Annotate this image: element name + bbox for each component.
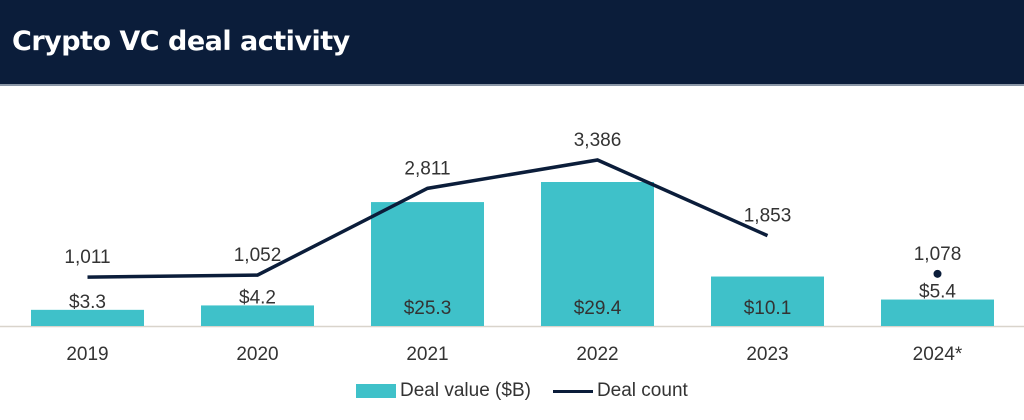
bar-value-label: $5.4 [919,282,956,303]
deal-count-point-2024 [933,269,942,278]
deal-count-label: 1,853 [744,206,792,227]
x-tick-label: 2021 [406,344,448,365]
bar-value-label: $10.1 [744,298,792,319]
bar-value-label: $3.3 [69,292,106,313]
deal-count-line [87,158,769,279]
legend-swatch-deal-count [552,389,593,393]
deal-count-label: 1,078 [914,244,962,265]
deal-count-label: 1,011 [64,247,110,268]
x-tick-label: 2020 [236,344,278,365]
legend-swatch-deal-value [356,384,396,398]
bar-2019 [31,309,144,326]
deal-count-label: 2,811 [404,158,450,179]
x-tick-label: 2022 [576,344,618,365]
bar-value-label: $25.3 [404,298,452,319]
bar-2023 [711,276,824,326]
legend-label-deal-count: Deal count [596,380,688,401]
bar-2022 [541,182,654,326]
bar-2024 [881,299,994,326]
bar-2021 [371,202,484,326]
chart-title: Crypto VC deal activity [12,26,350,57]
x-tick-label: 2024* [913,344,963,365]
legend: Deal value ($B) Deal count [356,380,688,402]
bar-2020 [201,305,314,326]
deal-count-label: 3,386 [574,130,622,151]
bar-value-label: $29.4 [574,298,622,319]
x-tick-label: 2019 [66,344,108,365]
chart-header: Crypto VC deal activity [0,0,1024,86]
bar-value-label: $4.2 [239,287,276,308]
deal-count-label: 1,052 [234,245,282,266]
x-tick-label: 2023 [746,344,788,365]
legend-label-deal-value: Deal value ($B) [400,380,531,401]
